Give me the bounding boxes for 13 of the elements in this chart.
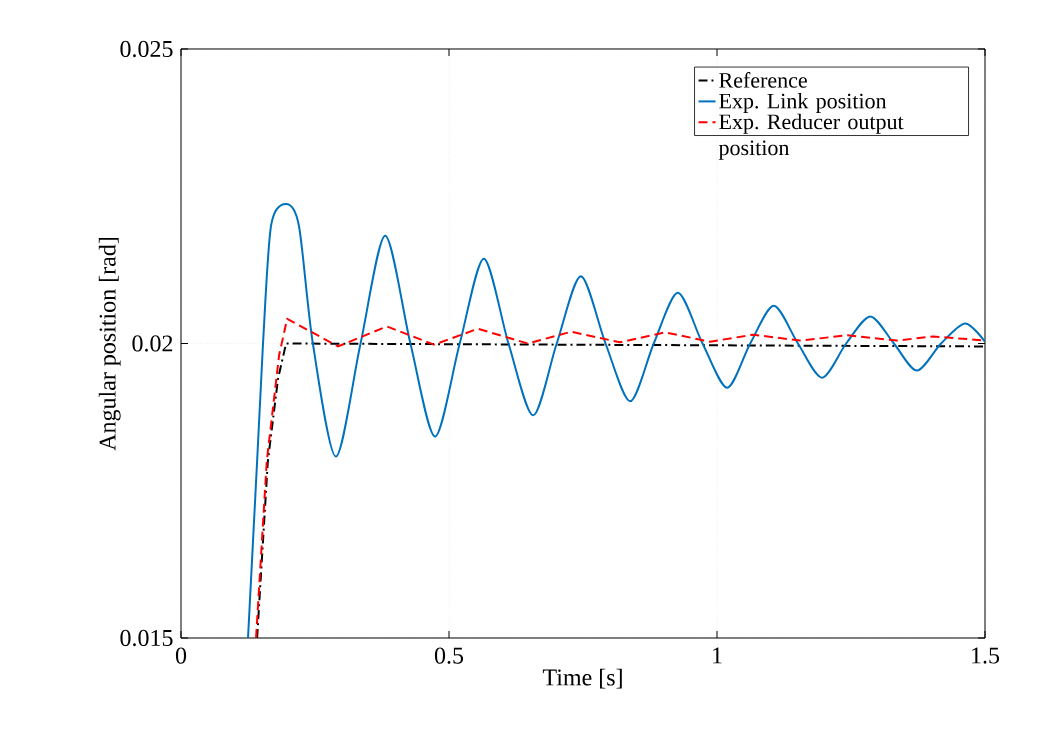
x-tick-label: 1.5 — [972, 647, 1000, 664]
y-axis-title: Angular position [rad] — [98, 237, 121, 451]
legend-label: Reference — [719, 72, 807, 88]
legend-label: Exp. Reducer output position — [718, 113, 904, 160]
x-axis-title: Time [s] — [542, 668, 622, 689]
y-tick-label: 0.025 — [120, 40, 173, 58]
x-tick-label: 0 — [175, 647, 187, 664]
x-tick-label: 0.5 — [434, 647, 464, 664]
line-series — [247, 202, 986, 638]
legend-label: Exp. Link position — [719, 93, 887, 113]
x-tick-label: 1 — [713, 647, 722, 664]
y-tick-label: 0.015 — [120, 629, 173, 647]
y-tick-label: 0.02 — [132, 335, 173, 352]
